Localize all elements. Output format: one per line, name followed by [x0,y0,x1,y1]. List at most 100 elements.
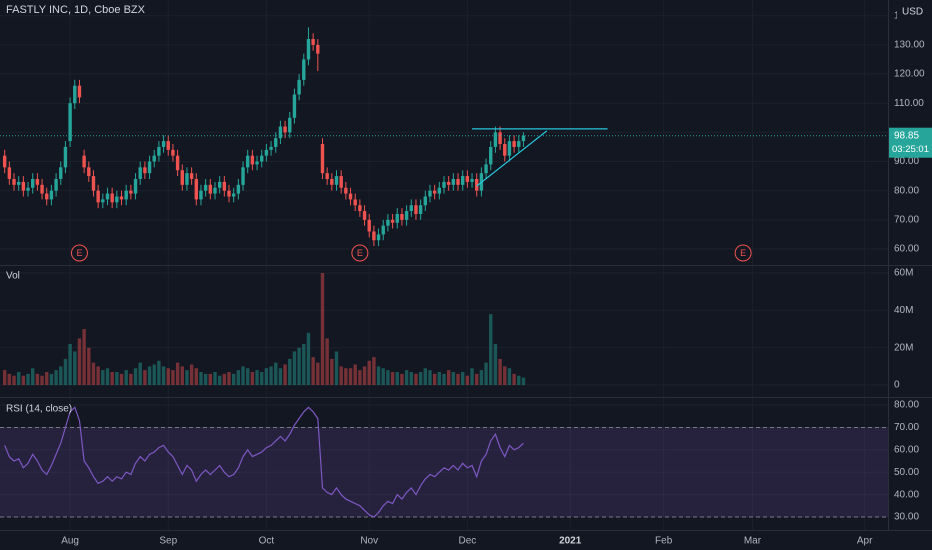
volume-bar [292,351,297,386]
candle-body [175,155,180,171]
volume-bar [395,371,399,386]
candle-body [101,199,105,203]
x-tick-label: Nov [360,536,378,547]
volume-bar [260,371,264,386]
axes: Aug Sep Oct Nov Dec 2021 Feb Mar Apr 60.00 70.00 80… [61,5,932,547]
candle-body [400,213,404,220]
candle-body [54,178,58,191]
candle-body [119,196,124,200]
candle-body [269,146,273,150]
candle-body [414,205,418,214]
volume-bar [236,370,241,386]
volume-bar [16,371,21,386]
x-tick-label: Apr [857,536,873,547]
volume-bar [446,370,451,386]
volume-bar [91,362,96,386]
volume-bar [386,370,390,386]
volume-bar [381,368,385,386]
volume-bar [213,371,217,386]
volume-bar [390,371,395,386]
candle-body [358,205,362,212]
candle-body [423,196,428,206]
volume-bar [451,371,456,386]
currency-box [897,5,927,19]
candle-body [208,184,213,194]
y-tick-label: 30.00 [894,512,919,523]
volume-bar [96,366,100,386]
volume-bar [489,314,493,386]
x-tick-label: Mar [744,536,762,547]
candle-body [26,187,30,191]
volume-bar [101,370,105,386]
volume-bar [278,368,283,386]
volume-bar [283,364,287,386]
volume-bar [423,368,428,386]
candle-body [512,141,516,147]
y-tick-label: 60M [894,268,913,279]
candle-body [161,141,166,147]
candle-body [451,178,456,185]
candle-body [316,44,320,54]
candle-body [222,181,227,191]
candle-body [16,181,21,185]
candle-body [381,225,385,235]
x-tick-label: 2021 [559,536,582,547]
candle-body [521,135,526,142]
volume-bar [199,371,203,386]
candle-body [465,176,470,182]
volume-bar [77,338,82,386]
volume-bar [353,364,357,386]
candle-body [306,39,311,60]
candle-body [418,205,423,214]
y-tick-label: 110.00 [894,98,924,109]
candle-body [59,167,63,179]
candle-body [348,193,353,200]
volume-bar [222,373,227,386]
y-tick-label: 70.00 [894,422,919,433]
candle-body [152,155,156,162]
volume-bar [348,368,353,386]
volume-bar [372,357,376,386]
volume-bar [73,351,77,386]
volume-bar [189,364,194,386]
earnings-label: E [76,248,82,258]
volume-bar [344,368,348,386]
candle-body [73,85,77,104]
candle-body [21,181,26,191]
volume-bar [288,358,292,386]
volume-bar [180,366,184,386]
volume-bar [316,362,320,386]
candle-body [386,219,390,226]
candle-body [138,167,142,179]
candle-body [129,190,133,194]
volume-bar [428,370,432,386]
candle-body [456,178,460,185]
candle-body [302,59,306,80]
y-tick-label: 40.00 [894,489,919,500]
candle-body [283,126,287,133]
volume-bar [414,373,418,386]
volume-bar [203,373,208,386]
candle-body [49,190,54,200]
candle-body [77,85,82,98]
candle-body [498,132,502,145]
volume-bar [59,366,63,386]
candle-body [325,173,329,179]
volume-bar [456,373,460,386]
candle-body [45,193,49,200]
volume-bar [185,370,189,386]
earnings-marker [70,244,88,262]
candle-body [264,149,269,156]
volume-bar [7,373,12,386]
last-price-box [889,127,932,158]
candle-body [143,167,147,174]
candle-body [157,146,161,156]
volume-bar [521,377,526,386]
candle-body [31,178,35,188]
candle-body [105,193,110,200]
volume-bar [339,366,343,386]
volume-bar [45,371,49,386]
volume-bar [503,366,507,386]
volume-bar [40,375,44,386]
candle-body [63,146,68,168]
